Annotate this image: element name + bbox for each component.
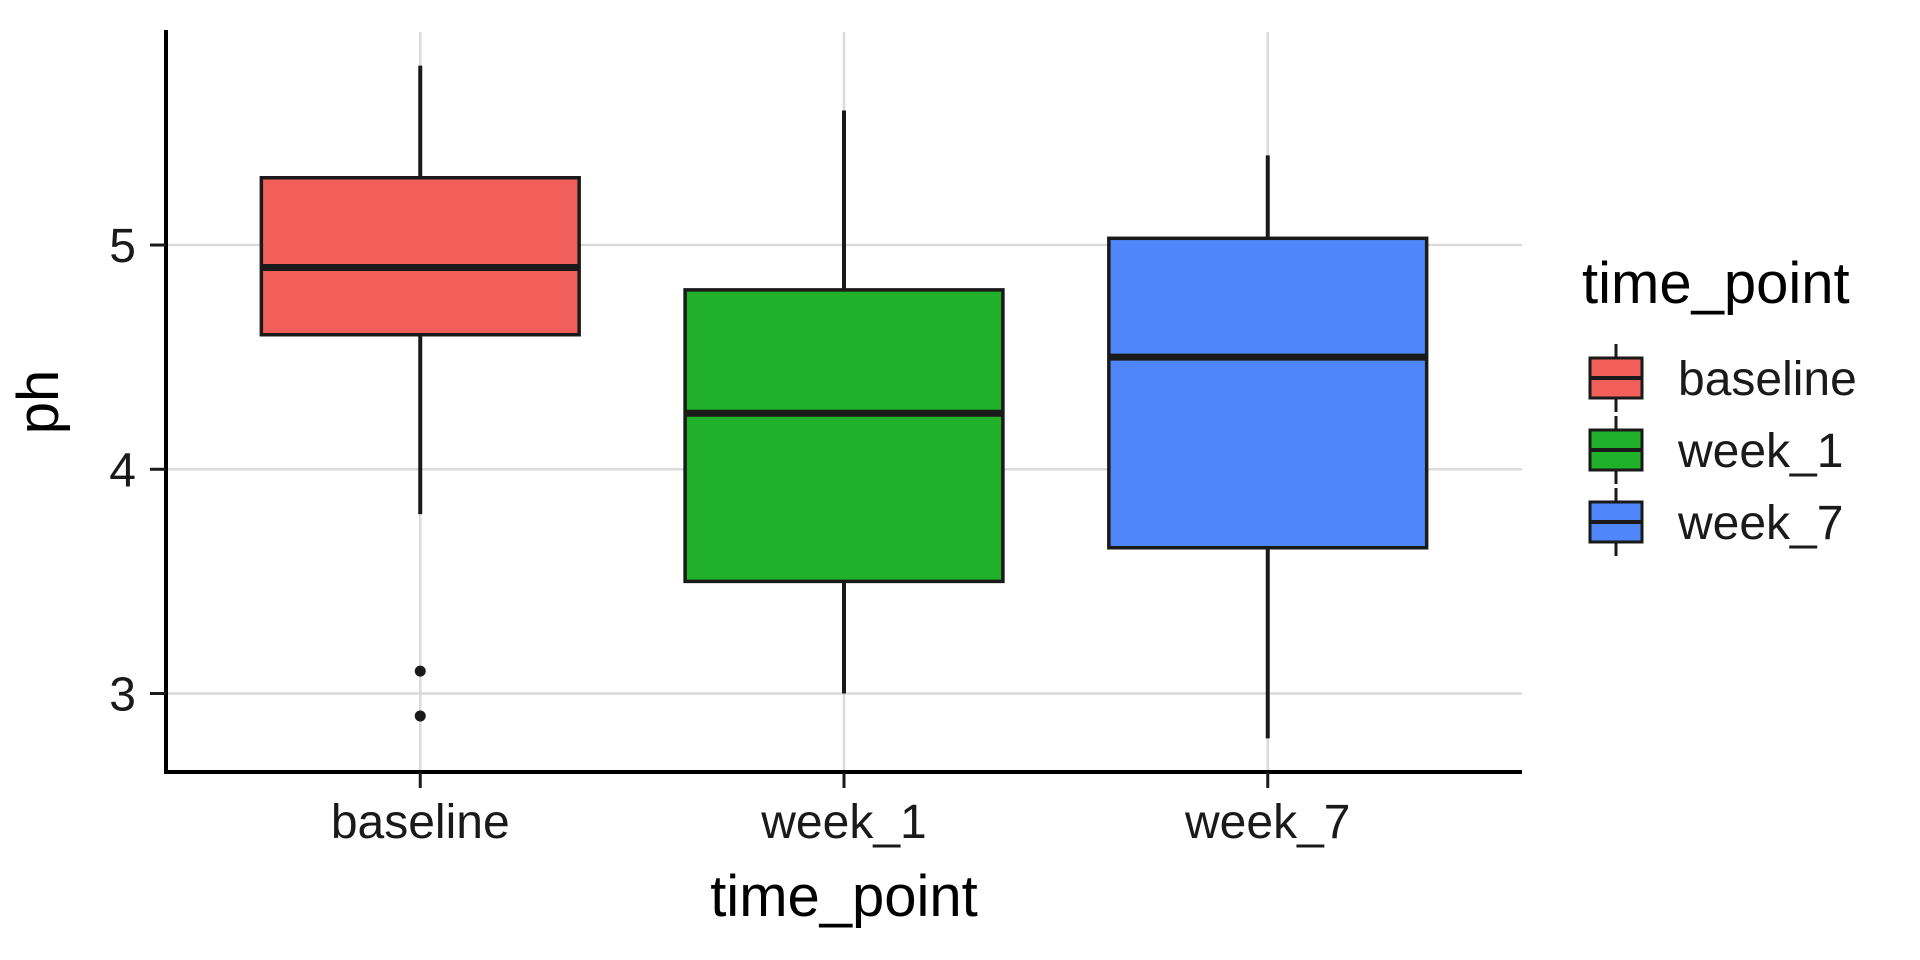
box-week_7: [1107, 155, 1429, 739]
y-tick-label-4: 4: [109, 444, 136, 497]
legend-title: time_point: [1582, 251, 1850, 316]
legend-entry-baseline: baseline: [1588, 344, 1857, 412]
box-week_1: [683, 110, 1005, 694]
iqr-box-week_1: [683, 288, 1005, 584]
legend-entry-label: week_7: [1677, 497, 1843, 550]
y-tick-label-5: 5: [109, 220, 136, 273]
legend-entry-week_7: week_7: [1588, 488, 1843, 556]
outlier-point-baseline: [414, 710, 426, 722]
x-tick-label-week_7: week_7: [1184, 796, 1350, 849]
x-tick-label-baseline: baseline: [331, 796, 510, 849]
legend-entry-label: baseline: [1678, 353, 1857, 406]
iqr-box-week_7: [1107, 236, 1429, 550]
boxplot-layer: [259, 65, 1429, 739]
box-baseline: [259, 65, 581, 722]
legend-entry-week_1: week_1: [1588, 416, 1843, 484]
y-axis-title: ph: [6, 370, 71, 435]
outlier-point-baseline: [414, 665, 426, 677]
y-tick-label-3: 3: [109, 669, 136, 722]
x-tick-label-week_1: week_1: [760, 796, 926, 849]
legend: time_point baseline week_1 week_7: [1582, 251, 1857, 556]
axes-layer: 3 4 5 baseline week_1 week_7 time_point ph: [6, 30, 1522, 929]
iqr-box-baseline: [259, 176, 581, 337]
x-axis-title: time_point: [710, 864, 978, 929]
legend-entry-label: week_1: [1677, 425, 1843, 478]
